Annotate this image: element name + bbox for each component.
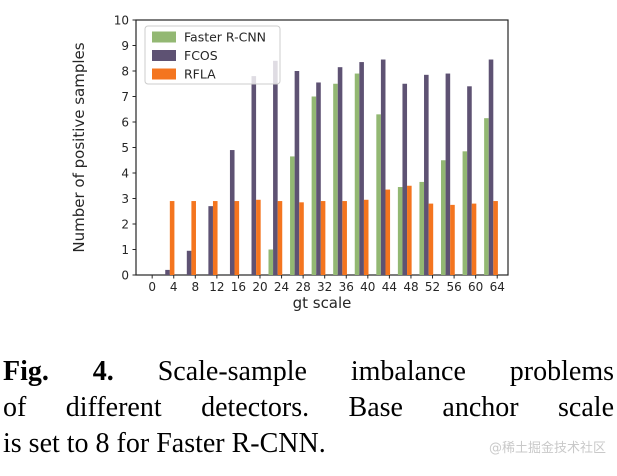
y-tick-label: 10 [114,14,129,28]
x-axis-label: gt scale [293,294,352,312]
y-tick-label: 7 [121,90,129,104]
bar-fcos [467,86,472,275]
x-tick-label: 4 [170,280,178,294]
bar-rfla [363,199,369,275]
x-tick-label: 28 [295,280,310,294]
bar-fcos [316,82,321,275]
bar-fcos [424,74,429,275]
bar-fcos [165,269,170,275]
bar-faster-r-cnn [311,96,317,275]
y-tick-label: 1 [121,243,129,257]
x-tick-label: 20 [252,280,267,294]
bar-faster-r-cnn [441,160,446,275]
legend-label-faster-r-cnn: Faster R-CNN [184,30,266,45]
bar-rfla [450,204,455,275]
bar-rfla [471,203,477,275]
bar-fcos [402,83,408,275]
y-axis-label: Number of positive samples [70,42,88,252]
caption-line-3-text: is set to 8 for Faster R-CNN. [3,428,326,459]
bar-fcos [294,71,300,275]
figure-caption: Fig. 4. Scale-sample imbalance problems … [3,354,614,467]
bar-chart: 0 4 8 12 16 20 24 28 32 36 40 44 48 52 56 60 64 0 1 2 3 4 5 6 7 8… [70,14,509,312]
bar-faster-r-cnn [376,114,381,275]
bar-fcos [186,250,192,275]
x-tick-label: 60 [468,280,483,294]
bar-rfla [320,201,326,275]
x-tick-label: 48 [403,280,418,294]
x-tick-label: 52 [425,280,440,294]
y-tick-label: 9 [121,39,129,53]
bar-faster-r-cnn [397,187,403,275]
legend-swatch-rfla [152,68,176,80]
bar-fcos [445,73,451,275]
bar-rfla [234,201,240,275]
x-tick-label: 16 [231,280,246,294]
caption-line-1: Fig. 4. Scale-sample imbalance problems [3,354,614,390]
x-tick-label: 36 [339,280,354,294]
bar-fcos [380,59,386,276]
bar-faster-r-cnn [462,151,468,275]
x-tick-label: 64 [490,280,505,294]
bar-rfla [212,201,218,275]
bar-fcos [359,62,364,276]
bar-rfla [428,203,434,275]
bar-fcos [337,67,343,275]
legend-box [144,25,281,85]
x-tick-label: 32 [317,280,332,294]
legend-swatch-faster-r-cnn [152,31,176,43]
x-tick-label: 44 [382,280,397,294]
y-tick-label: 6 [121,116,129,130]
bar-rfla [191,201,196,275]
bar-faster-r-cnn [290,156,295,275]
bar-faster-r-cnn [333,83,338,275]
y-tick-label: 5 [121,141,129,155]
legend-label-rfla: RFLA [184,67,216,82]
bar-faster-r-cnn [268,249,274,275]
bar-rfla [169,201,175,275]
bar-rfla [385,189,391,275]
bar-fcos [273,60,278,275]
bar-fcos [488,59,494,276]
caption-figure-label: Fig. 4. [3,356,114,387]
bar-rfla [342,201,347,275]
bar-faster-r-cnn [419,181,425,275]
bar-rfla [256,199,261,275]
caption-line-2: of different detectors. Base anchor scal… [3,392,614,423]
x-tick-label: 12 [209,280,224,294]
caption-line-3: is set to 8 for Faster R-CNN. @稀土掘金技术社区 [3,426,614,467]
bar-chart-svg: 0 4 8 12 16 20 24 28 32 36 40 44 48 52 56 60 64012345678… [70,14,509,312]
x-tick-label: 40 [360,280,375,294]
y-tick-label: 3 [121,192,129,206]
legend-label-fcos: FCOS [184,48,218,63]
y-tick-label: 0 [121,269,129,283]
watermark: @稀土掘金技术社区 [488,441,606,456]
x-tick-label: 0 [148,280,156,294]
bar-fcos [208,206,213,275]
bar-rfla [493,201,498,275]
bar-fcos [229,150,235,275]
caption-line-1-text: Scale-sample imbalance problems [157,356,615,387]
x-tick-label: 24 [274,280,289,294]
bar-faster-r-cnn [354,73,360,275]
y-tick-label: 8 [121,65,129,79]
bar-rfla [299,202,304,275]
bar-fcos [251,76,257,275]
bar-rfla [277,201,283,275]
x-tick-label: 8 [191,280,199,294]
y-tick-label: 2 [121,218,129,232]
y-tick-label: 4 [121,167,129,181]
bar-faster-r-cnn [484,118,489,275]
legend-swatch-fcos [152,50,176,61]
x-tick-label: 56 [446,280,461,294]
bar-rfla [407,185,412,275]
